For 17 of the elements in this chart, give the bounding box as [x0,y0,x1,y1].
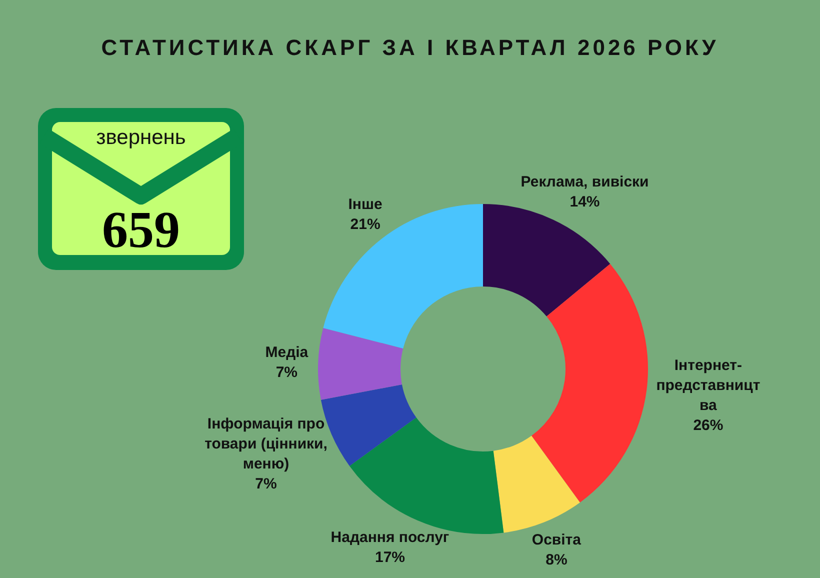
slice-label: Інформація про товари (цінники, меню) [204,416,328,473]
text: 659 [101,202,181,259]
slice-label: Інтернет-представництва [656,357,760,414]
slice-label: Надання послуг [330,529,450,546]
data-label: 17% [374,549,406,566]
slice-label: Освіта [532,531,582,548]
data-label: 7% [276,364,298,382]
data-label: 7% [255,476,277,493]
data-label: 14% [570,194,600,211]
data-label: 21% [350,216,380,234]
slice-label: Реклама, вивіски [520,174,649,191]
data-label: 26% [693,417,724,434]
slice-label: Інше [348,196,382,214]
chart-title: СТАТИСТИКА СКАРГ ЗА І КВАРТАЛ 2026 РОКУ [100,35,720,61]
slice-label: Медіа [265,344,309,362]
text: звернень [95,126,187,149]
data-label: 8% [546,551,568,568]
